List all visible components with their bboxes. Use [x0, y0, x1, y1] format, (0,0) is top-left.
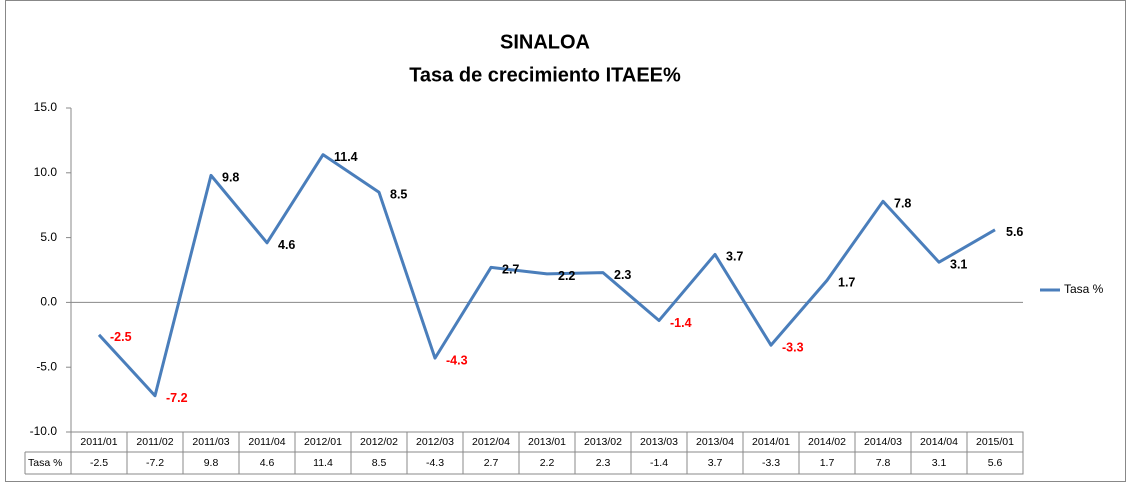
- data-label: -1.4: [670, 316, 692, 330]
- data-table-value: 2.2: [540, 457, 555, 469]
- x-tick-label: 2013/03: [640, 436, 678, 448]
- data-label: -2.5: [110, 330, 132, 344]
- data-label: 8.5: [390, 188, 407, 202]
- data-label: 9.8: [222, 171, 239, 185]
- data-label: 3.7: [726, 250, 743, 264]
- x-tick-label: 2011/03: [192, 436, 229, 448]
- data-label: 2.7: [502, 263, 519, 277]
- data-table-value: -2.5: [90, 457, 108, 469]
- x-tick-label: 2012/03: [416, 436, 454, 448]
- data-table-value: -7.2: [146, 457, 164, 469]
- y-tick-label: 0.0: [40, 295, 57, 309]
- data-table-row-label: Tasa %: [28, 457, 62, 469]
- y-tick-label: -10.0: [30, 424, 58, 438]
- x-tick-label: 2012/04: [472, 436, 510, 448]
- data-table-value: 2.3: [596, 457, 611, 469]
- data-label: 2.2: [558, 269, 575, 283]
- data-table-value: -4.3: [426, 457, 444, 469]
- x-tick-label: 2012/02: [360, 436, 398, 448]
- data-label: 4.6: [278, 238, 295, 252]
- y-tick-label: 10.0: [34, 165, 58, 179]
- data-table-value: -3.3: [762, 457, 780, 469]
- data-table-value: 3.7: [708, 457, 723, 469]
- data-label: 5.6: [1006, 225, 1023, 239]
- data-label: 11.4: [334, 150, 358, 164]
- data-label: -3.3: [782, 340, 804, 354]
- x-tick-label: 2014/01: [752, 436, 790, 448]
- x-tick-label: 2014/04: [920, 436, 958, 448]
- x-tick-label: 2013/02: [584, 436, 622, 448]
- data-table-value: 11.4: [313, 457, 333, 469]
- data-table-value: 7.8: [876, 457, 891, 469]
- chart-title: SINALOA: [500, 31, 590, 53]
- x-tick-label: 2011/01: [80, 436, 117, 448]
- x-tick-label: 2013/04: [696, 436, 734, 448]
- data-label: 3.1: [950, 258, 967, 272]
- data-label: -7.2: [166, 391, 188, 405]
- legend-label: Tasa %: [1064, 282, 1104, 296]
- x-tick-label: 2011/02: [136, 436, 173, 448]
- x-tick-label: 2013/01: [528, 436, 566, 448]
- data-label: 1.7: [838, 276, 855, 290]
- x-tick-label: 2015/01: [976, 436, 1014, 448]
- data-table-value: -1.4: [650, 457, 668, 469]
- y-tick-label: 5.0: [40, 230, 57, 244]
- chart-subtitle: Tasa de crecimiento ITAEE%: [409, 64, 681, 86]
- chart-frame: [5, 0, 1126, 482]
- data-table-value: 1.7: [820, 457, 835, 469]
- data-label: 2.3: [614, 268, 631, 282]
- data-table-value: 8.5: [372, 457, 387, 469]
- x-tick-label: 2011/04: [248, 436, 285, 448]
- y-tick-label: -5.0: [36, 359, 57, 373]
- data-table-frame: [70, 431, 1024, 475]
- data-table-value: 9.8: [204, 457, 219, 469]
- x-tick-label: 2014/02: [808, 436, 846, 448]
- data-table-value: 2.7: [484, 457, 499, 469]
- data-table-value: 3.1: [932, 457, 947, 469]
- x-tick-label: 2012/01: [304, 436, 342, 448]
- data-label: 7.8: [894, 197, 911, 211]
- data-table-value: 5.6: [988, 457, 1003, 469]
- data-label: -4.3: [446, 353, 468, 367]
- x-tick-label: 2014/03: [864, 436, 902, 448]
- y-tick-label: 15.0: [34, 100, 58, 114]
- data-table-value: 4.6: [260, 457, 275, 469]
- series-line: [97, 153, 996, 398]
